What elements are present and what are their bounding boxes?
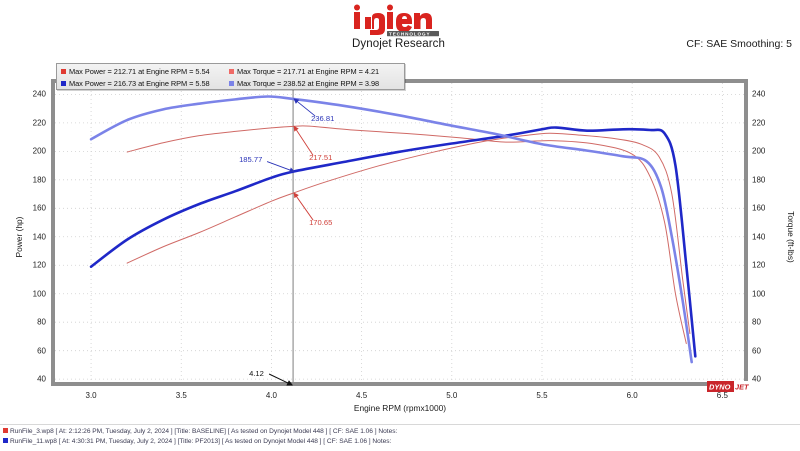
x-tick: 3.0	[85, 391, 97, 400]
legend-item[interactable]: Max Power = 216.73 at Engine RPM = 5.58	[61, 78, 210, 89]
x-tick: 6.5	[716, 391, 728, 400]
legend-item[interactable]: Max Torque = 217.71 at Engine RPM = 4.21	[229, 66, 379, 77]
y-axis-right-title: Torque (ft-lbs)	[786, 211, 796, 263]
legend-swatch-icon	[61, 69, 66, 74]
plot-area[interactable]	[55, 83, 744, 382]
y-tick-right: 100	[752, 289, 766, 299]
legend-item[interactable]: Max Torque = 238.52 at Engine RPM = 3.98	[229, 78, 379, 89]
svg-text:TECHNOLOGY: TECHNOLOGY	[389, 31, 430, 36]
y-tick-right: 40	[752, 374, 761, 384]
x-tick: 5.5	[536, 391, 548, 400]
status-bar: RunFile_3.wp8 [ At: 2:12:26 PM, Tuesday,…	[0, 424, 800, 451]
data-point-annotation: 217.51	[309, 153, 333, 163]
y-tick-right: 240	[752, 89, 766, 99]
y-tick-left: 140	[32, 232, 46, 242]
legend-swatch-icon	[229, 81, 234, 86]
run-color-icon	[3, 438, 8, 443]
run-color-icon	[3, 428, 8, 433]
x-axis-title: Engine RPM (rpmx1000)	[353, 403, 447, 413]
legend-swatch-icon	[61, 81, 66, 86]
x-tick: 4.5	[356, 391, 368, 400]
y-tick-right: 140	[752, 232, 766, 242]
status-text: RunFile_3.wp8 [ At: 2:12:26 PM, Tuesday,…	[10, 428, 398, 435]
y-tick-right: 60	[752, 346, 761, 356]
legend-column-power: Max Power = 212.71 at Engine RPM = 5.54 …	[61, 65, 210, 89]
y-tick-right: 180	[752, 175, 766, 185]
y-tick-left: 200	[32, 146, 46, 156]
y-tick-left: 40	[37, 374, 46, 384]
x-tick: 6.0	[626, 391, 638, 400]
svg-text:DYNO: DYNO	[709, 382, 731, 391]
header: TECHNOLOGY Dynojet Research CF: SAE Smoo…	[0, 0, 800, 56]
x-tick: 3.5	[175, 391, 187, 400]
svg-text:JET: JET	[735, 382, 750, 391]
legend-label: Max Power = 212.71 at Engine RPM = 5.54	[69, 67, 210, 76]
x-tick: 5.0	[446, 391, 458, 400]
legend-column-torque: Max Torque = 217.71 at Engine RPM = 4.21…	[229, 65, 379, 89]
y-tick-left: 100	[32, 289, 46, 299]
cf-smoothing-label: CF: SAE Smoothing: 5	[686, 38, 792, 50]
data-point-annotation: 185.77	[239, 154, 263, 164]
data-point-annotation: 236.81	[311, 113, 335, 123]
y-tick-left: 180	[32, 175, 46, 185]
status-line-pf2013[interactable]: RunFile_11.wp8 [ At: 4:30:31 PM, Tuesday…	[3, 438, 391, 445]
dynojet-watermark: DYNO JET	[707, 379, 755, 392]
y-tick-left: 120	[32, 260, 46, 270]
legend-label: Max Torque = 238.52 at Engine RPM = 3.98	[237, 79, 380, 88]
y-tick-left: 60	[37, 346, 46, 356]
y-tick-left: 160	[32, 203, 46, 213]
status-line-baseline[interactable]: RunFile_3.wp8 [ At: 2:12:26 PM, Tuesday,…	[3, 428, 397, 435]
status-text: RunFile_11.wp8 [ At: 4:30:31 PM, Tuesday…	[10, 438, 392, 445]
y-axis-left-title: Power (hp)	[14, 216, 24, 258]
injen-logo: TECHNOLOGY	[352, 4, 472, 38]
y-tick-right: 80	[752, 317, 761, 327]
y-tick-right: 220	[752, 118, 766, 128]
y-tick-right: 200	[752, 146, 766, 156]
cursor-rpm-label: 4.12	[249, 369, 264, 378]
legend-panel[interactable]: Max Power = 212.71 at Engine RPM = 5.54 …	[56, 63, 405, 90]
legend-swatch-icon	[229, 69, 234, 74]
y-tick-right: 160	[752, 203, 766, 213]
y-tick-left: 220	[32, 118, 46, 128]
legend-label: Max Torque = 217.71 at Engine RPM = 4.21	[237, 67, 380, 76]
company-name: Dynojet Research	[352, 38, 446, 50]
y-tick-left: 240	[32, 89, 46, 99]
y-tick-left: 80	[37, 317, 46, 327]
y-tick-right: 120	[752, 260, 766, 270]
chart-canvas	[55, 83, 744, 382]
legend-item[interactable]: Max Power = 212.71 at Engine RPM = 5.54	[61, 66, 210, 77]
legend-label: Max Power = 216.73 at Engine RPM = 5.58	[69, 79, 210, 88]
y-axis-left-ticks: 40 60 80 100 120 140 160 180 200 220 240	[0, 0, 46, 450]
y-axis-right-ticks: 40 60 80 100 120 140 160 180 200 220 240	[752, 0, 786, 450]
data-point-annotation: 170.65	[309, 218, 333, 228]
x-tick: 4.0	[265, 391, 277, 400]
